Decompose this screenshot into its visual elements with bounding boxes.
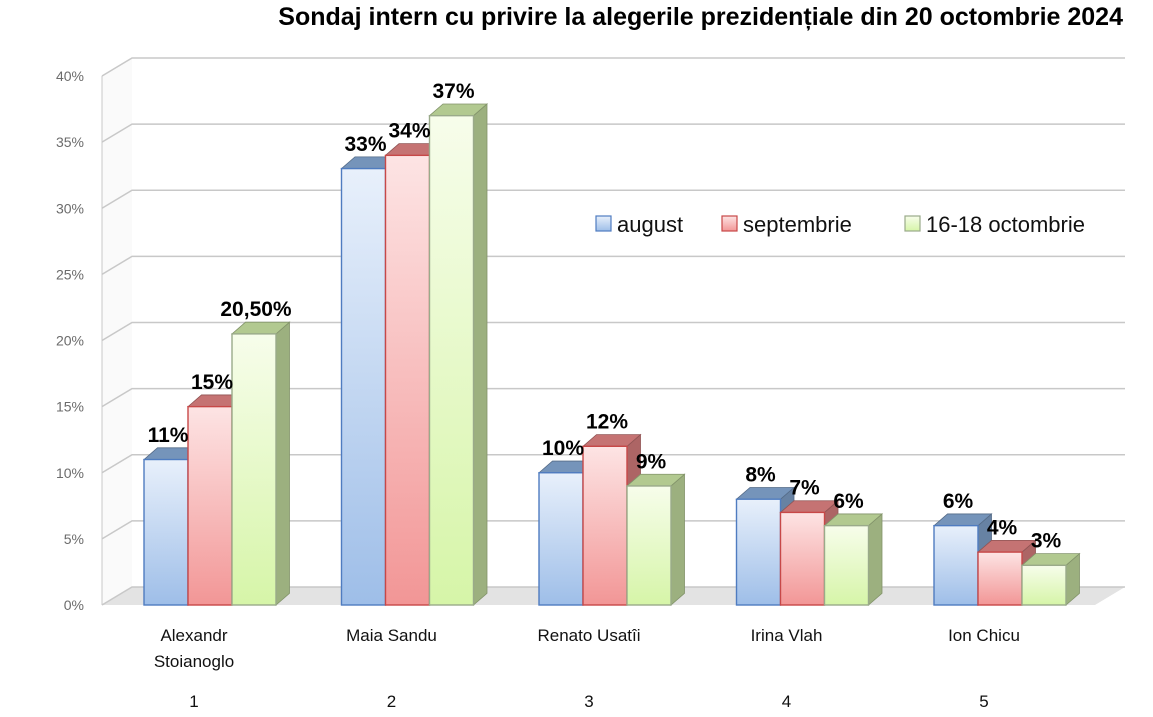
legend: august septembrie 16-18 octombrie: [585, 206, 1115, 244]
legend-swatch: [721, 215, 738, 232]
category-label: Maia Sandu: [346, 626, 437, 645]
bar: [538, 472, 584, 606]
category-number: 5: [979, 692, 988, 711]
bar: [626, 485, 672, 606]
bar: [977, 551, 1023, 606]
bar: [428, 114, 475, 606]
y-tick-label: 30%: [56, 200, 84, 216]
data-label: 4%: [987, 516, 1018, 539]
chart-title: Sondaj intern cu privire la alegerile pr…: [278, 3, 1123, 31]
gridline: [101, 387, 1125, 408]
y-tick-label: 5%: [64, 531, 84, 547]
category-number: 4: [782, 692, 791, 711]
bar-side: [670, 473, 685, 606]
category-label: Alexandr: [160, 626, 227, 645]
bar-side: [473, 103, 488, 606]
gridline: [101, 189, 1125, 209]
category-label: Irina Vlah: [751, 626, 823, 645]
gridline: [101, 321, 1125, 342]
legend-swatch: [904, 215, 921, 232]
bar: [384, 154, 431, 606]
data-label: 3%: [1031, 530, 1062, 553]
legend-label: august: [617, 212, 683, 237]
bar: [933, 524, 979, 606]
bar: [779, 511, 826, 606]
bar: [340, 167, 387, 606]
bar: [1021, 564, 1067, 606]
category-label: Renato Usatîi: [538, 626, 641, 645]
bars: [142, 103, 1081, 606]
bar: [582, 445, 628, 606]
category-number: 2: [387, 692, 396, 711]
data-label: 10%: [542, 437, 584, 460]
y-tick-label: 40%: [56, 68, 84, 84]
gridline: [101, 454, 1125, 474]
data-label: 34%: [388, 120, 430, 143]
y-tick-label: 35%: [56, 134, 84, 150]
data-label: 6%: [943, 490, 974, 513]
bar: [187, 405, 233, 606]
legend-label: septembrie: [743, 212, 852, 237]
data-label: 11%: [148, 424, 189, 447]
data-label: 8%: [745, 464, 776, 487]
data-label: 6%: [833, 490, 864, 513]
bar-side: [868, 513, 883, 606]
y-tick-label: 10%: [56, 465, 84, 481]
y-tick-label: 20%: [56, 333, 84, 349]
data-label: 15%: [191, 371, 233, 394]
y-tick-label: 15%: [56, 399, 84, 415]
bar-side: [275, 321, 290, 606]
gridline: [101, 57, 1125, 77]
data-labels: 11% 15% 20,50% 33%34%37% 10%12% 9% 8% 7% 6% 6% 4% 3…: [148, 80, 1062, 553]
y-tick-label: 0%: [64, 597, 84, 613]
bar: [231, 333, 277, 606]
category-number: 1: [189, 692, 198, 711]
data-label: 7%: [789, 477, 820, 500]
data-label: 9%: [636, 450, 667, 473]
bar: [823, 524, 870, 606]
y-tick-label: 25%: [56, 266, 84, 282]
data-label: 37%: [432, 80, 474, 103]
category-label: Stoianoglo: [154, 652, 234, 671]
bar: [143, 458, 189, 606]
gridline: [101, 255, 1125, 276]
category-label: Ion Chicu: [948, 626, 1020, 645]
data-label: 12%: [586, 411, 628, 434]
category-number: 3: [584, 692, 593, 711]
data-label: 20,50%: [220, 298, 292, 321]
gridline: [101, 123, 1125, 143]
legend-swatch: [595, 215, 612, 232]
bar: [735, 498, 782, 606]
legend-box: [585, 206, 1115, 244]
y-axis: 0% 5% 10% 15% 20% 25% 30% 35% 40%: [56, 68, 103, 613]
legend-label: 16-18 octombrie: [926, 212, 1085, 237]
data-label: 33%: [344, 133, 386, 156]
x-axis: Alexandr Stoianoglo 1 Maia Sandu 2 Renato Usa…: [154, 626, 1020, 711]
